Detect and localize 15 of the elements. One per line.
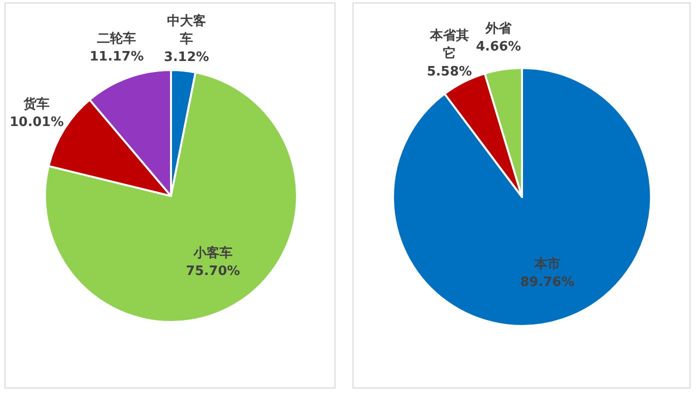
pie-slice — [392, 67, 652, 327]
data-label: 4.66% — [476, 39, 522, 54]
slice-label: 小客车 — [192, 244, 232, 260]
slice-label: 货车 — [22, 95, 50, 112]
data-label: 10.01% — [10, 114, 64, 130]
slice-label: 本省其它 — [428, 28, 469, 61]
data-label: 5.58% — [426, 64, 472, 79]
data-label: 3.12% — [164, 49, 210, 64]
data-label: 89.76% — [520, 274, 574, 290]
data-label: 75.70% — [186, 263, 240, 278]
slice-label: 二轮车 — [97, 30, 136, 46]
slice-label: 中大客车 — [166, 12, 206, 46]
data-label: 11.17% — [90, 49, 144, 64]
slice-label: 本市 — [533, 255, 560, 272]
slice-label: 外省 — [484, 21, 513, 36]
